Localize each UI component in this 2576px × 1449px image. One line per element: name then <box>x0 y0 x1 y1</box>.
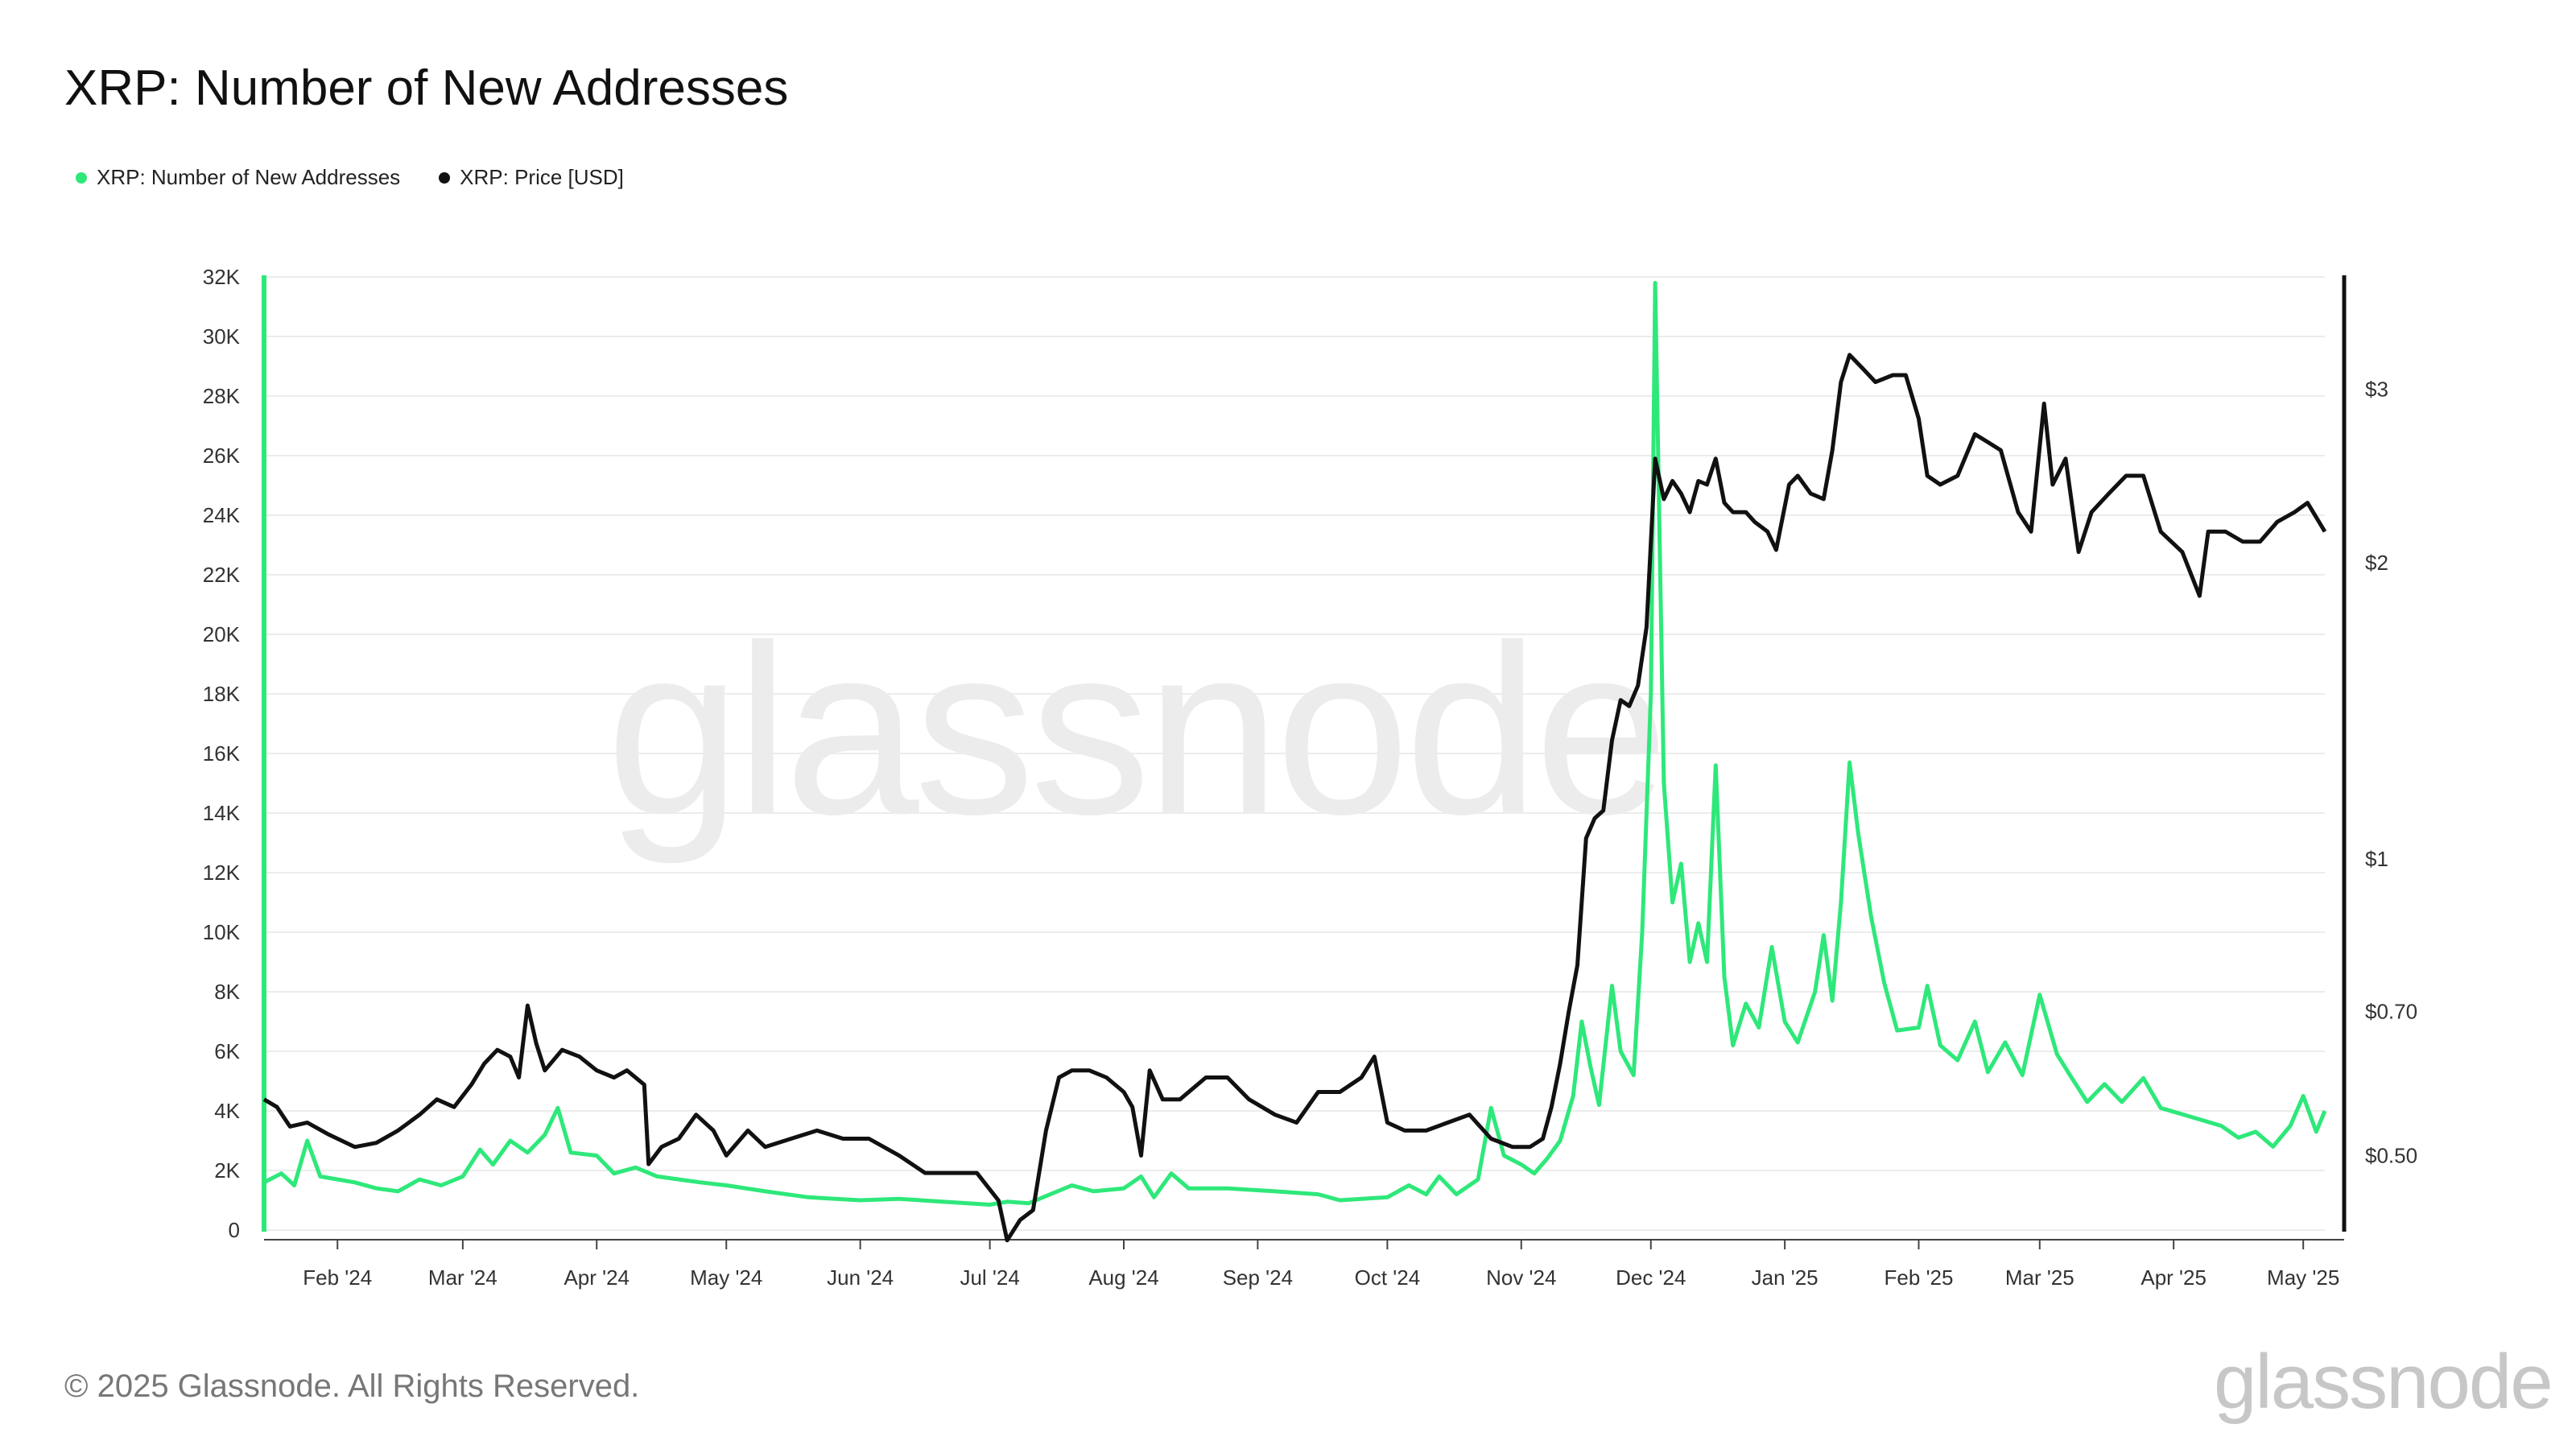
legend-swatch-new-addresses <box>76 171 87 184</box>
y-left-tick-label: 0 <box>229 1218 240 1242</box>
axes <box>262 275 2347 1241</box>
y-left-tick-label: 20K <box>203 622 241 646</box>
x-tick-label: Feb '24 <box>303 1265 372 1290</box>
legend-item-new-addresses[interactable]: XRP: Number of New Addresses <box>76 165 400 190</box>
y-left-tick-label: 24K <box>203 503 241 527</box>
y-left-tick-label: 16K <box>203 741 241 766</box>
y-left-tick-label: 2K <box>214 1158 240 1183</box>
y-left-tick-label: 8K <box>214 980 240 1004</box>
y-right-tick-label: $3 <box>2365 377 2388 401</box>
legend-swatch-price <box>439 171 451 184</box>
y-axis-left-ticks: 0 2K 4K 6K 8K 10K 12K 14K 16K 18K 20K 22K 24K 26K 28K 3… <box>203 265 241 1242</box>
x-tick-label: Mar '25 <box>2005 1265 2074 1290</box>
y-left-tick-label: 4K <box>214 1099 240 1123</box>
y-left-tick-label: 6K <box>214 1039 240 1063</box>
brand-logo: glassnode <box>2214 1339 2553 1425</box>
x-tick-label: May '24 <box>690 1265 762 1290</box>
watermark-text: glassnode <box>606 594 1664 866</box>
x-tick-label: Jun '24 <box>827 1265 894 1290</box>
y-left-tick-label: 28K <box>203 384 241 408</box>
x-tick-label: Dec '24 <box>1616 1265 1686 1290</box>
x-tick-label: Nov '24 <box>1486 1265 1556 1290</box>
y-right-tick-label: $1 <box>2365 847 2388 871</box>
y-axis-right-ticks: $0.50 $0.70 $1 $2 $3 <box>2365 377 2417 1167</box>
x-tick-label: Jan '25 <box>1752 1265 1818 1290</box>
y-right-tick-label: $0.70 <box>2365 1000 2417 1024</box>
legend: XRP: Number of New Addresses XRP: Price … <box>76 165 624 190</box>
x-tick-label: Sep '24 <box>1223 1265 1293 1290</box>
y-left-tick-label: 10K <box>203 920 241 944</box>
y-left-tick-label: 18K <box>203 682 241 706</box>
y-left-tick-label: 30K <box>203 324 241 349</box>
y-left-tick-label: 26K <box>203 444 241 468</box>
x-axis-ticks: Feb '24 Mar '24 Apr '24 May '24 Jun '24 Jul '… <box>303 1240 2339 1290</box>
x-tick-label: Apr '25 <box>2140 1265 2207 1290</box>
y-right-tick-label: $2 <box>2365 551 2388 575</box>
legend-item-price[interactable]: XRP: Price [USD] <box>439 165 624 190</box>
legend-label-new-addresses: XRP: Number of New Addresses <box>97 165 401 189</box>
y-left-tick-label: 12K <box>203 861 241 885</box>
gridlines <box>264 276 2325 1231</box>
y-left-tick-label: 14K <box>203 801 241 825</box>
x-tick-label: Feb '25 <box>1885 1265 1954 1290</box>
chart-title: XRP: Number of New Addresses <box>64 60 789 116</box>
series-line-price[interactable] <box>262 353 2327 1243</box>
x-tick-label: Oct '24 <box>1355 1265 1421 1290</box>
x-tick-label: Jul '24 <box>960 1265 1019 1290</box>
x-tick-label: Aug '24 <box>1088 1265 1158 1290</box>
series-group <box>262 280 2327 1243</box>
y-left-tick-label: 22K <box>203 563 241 587</box>
y-left-tick-label: 32K <box>203 265 241 289</box>
x-tick-label: Mar '24 <box>428 1265 497 1290</box>
y-right-tick-label: $0.50 <box>2365 1143 2417 1167</box>
x-tick-label: Apr '24 <box>564 1265 630 1290</box>
legend-label-price: XRP: Price [USD] <box>460 165 624 189</box>
series-line-new-addresses[interactable] <box>262 280 2327 1207</box>
copyright-text: © 2025 Glassnode. All Rights Reserved. <box>64 1368 640 1404</box>
x-tick-label: May '25 <box>2267 1265 2339 1290</box>
